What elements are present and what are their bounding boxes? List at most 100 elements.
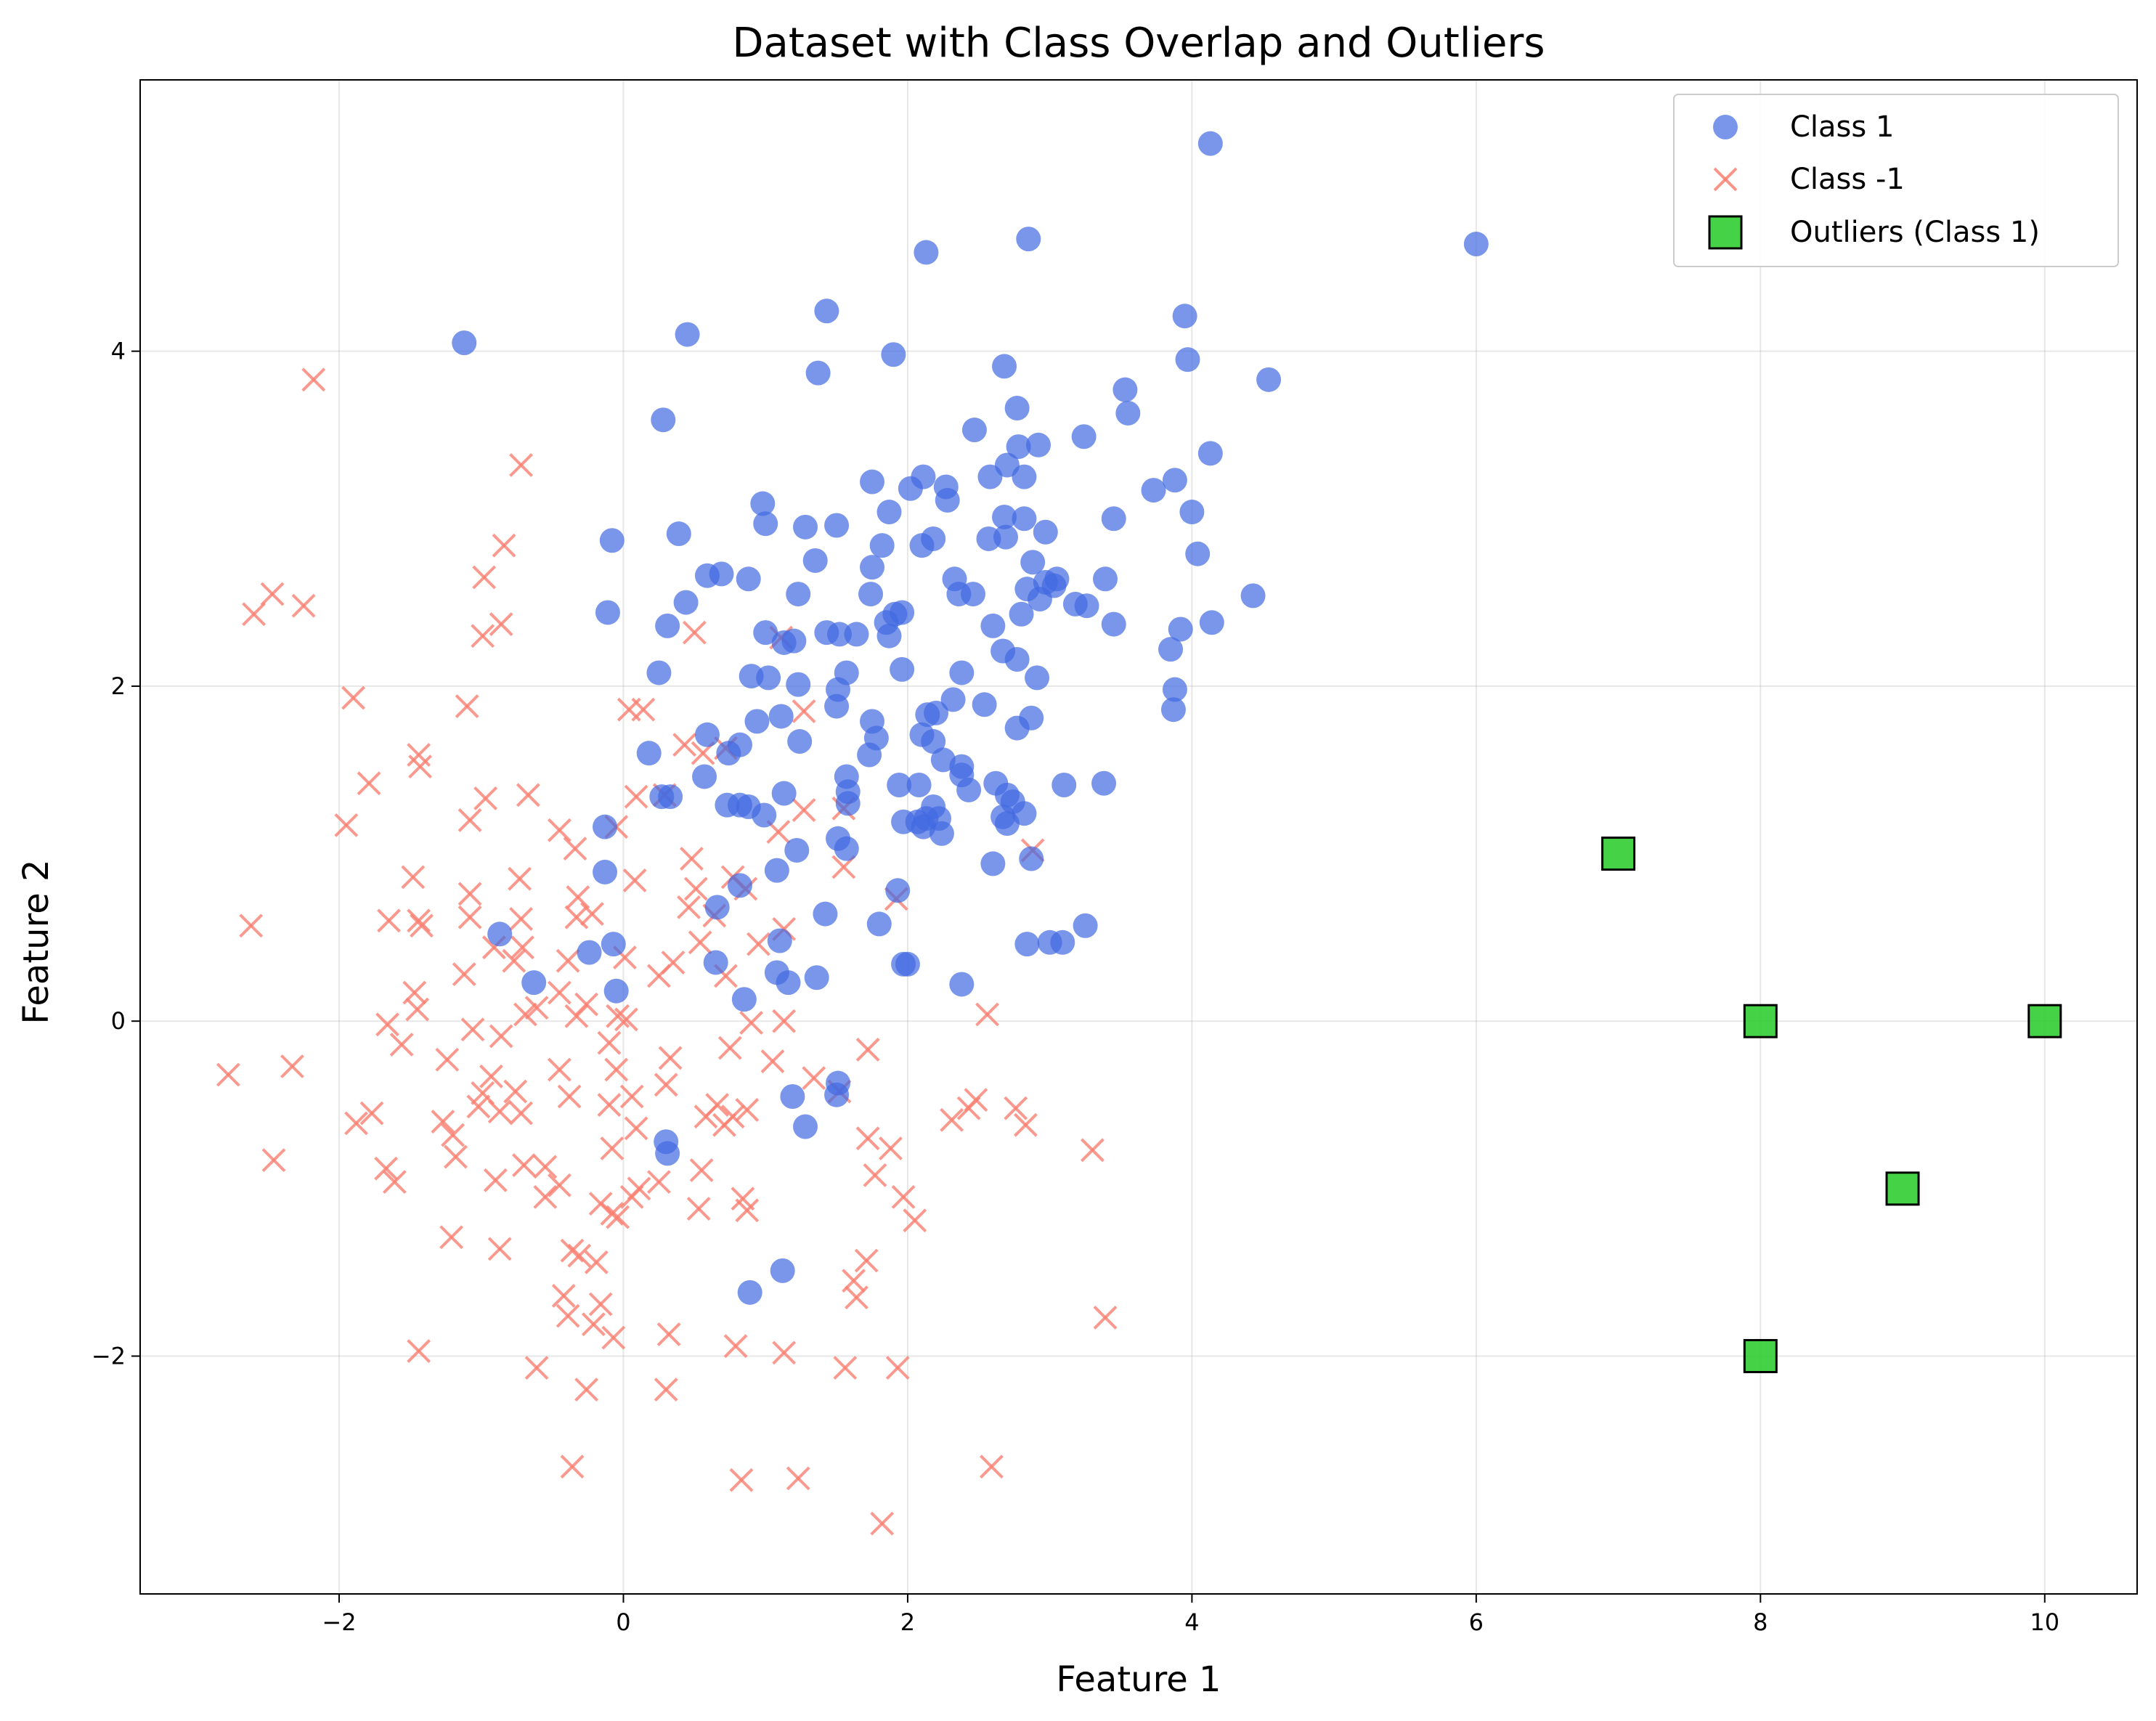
data-point-class-neg1: [471, 624, 495, 648]
y-tick-label: −2: [91, 1342, 126, 1370]
y-axis-label: Feature 2: [16, 859, 57, 1024]
data-point-class-neg1: [723, 1334, 748, 1359]
legend-marker-class-neg1: [1713, 167, 1738, 192]
data-point-class-neg1: [614, 1007, 638, 1032]
data-point-class-neg1: [600, 1202, 625, 1226]
data-point-class-1: [1006, 434, 1031, 460]
data-point-class-neg1: [686, 1197, 711, 1221]
data-point-class-neg1: [658, 1046, 683, 1070]
data-point-class-1: [834, 836, 859, 861]
data-point-class-neg1: [457, 808, 482, 832]
data-point-class-1: [1112, 377, 1138, 402]
data-point-class-neg1: [435, 1047, 460, 1072]
data-point-class-1: [709, 561, 734, 587]
data-point-class-1: [1158, 637, 1184, 662]
data-point-class-neg1: [509, 1101, 533, 1126]
data-point-outlier: [1743, 1004, 1778, 1038]
data-point-class-1: [768, 704, 794, 729]
data-point-class-neg1: [487, 1099, 512, 1124]
data-point-class-1: [1074, 593, 1099, 619]
data-point-class-neg1: [455, 694, 479, 719]
data-point-class-neg1: [1080, 1138, 1105, 1163]
data-point-class-1: [1004, 715, 1030, 741]
data-point-class-1: [890, 656, 915, 682]
legend: Class 1 Class -1 Outliers (Class 1): [1673, 94, 2119, 267]
data-point-class-neg1: [1013, 1112, 1038, 1137]
data-point-class-1: [1016, 227, 1041, 252]
data-point-class-neg1: [389, 1033, 414, 1057]
data-point-class-1: [784, 837, 810, 863]
data-point-class-1: [1026, 432, 1051, 457]
data-point-class-1: [658, 784, 683, 810]
data-point-class-1: [972, 692, 997, 717]
data-point-class-neg1: [677, 895, 701, 919]
x-axis-label: Feature 1: [1056, 1659, 1221, 1700]
data-point-class-1: [1012, 506, 1037, 532]
legend-box: [1673, 94, 2119, 267]
data-point-class-neg1: [717, 1036, 742, 1060]
x-tick-label: 4: [1184, 1608, 1199, 1636]
chart-title: Dataset with Class Overlap and Outliers: [732, 20, 1545, 67]
data-point-class-neg1: [772, 1009, 797, 1033]
x-tick-label: 10: [2030, 1608, 2059, 1636]
data-point-class-1: [1071, 424, 1097, 449]
data-point-class-neg1: [502, 948, 526, 973]
data-point-class-1: [1051, 773, 1077, 798]
data-point-class-1: [752, 802, 777, 828]
data-point-class-1: [804, 965, 829, 990]
data-point-class-1: [767, 928, 792, 953]
data-point-class-neg1: [646, 1170, 671, 1195]
data-point-class-neg1: [567, 1243, 592, 1268]
data-point-class-1: [824, 513, 850, 538]
data-point-class-1: [960, 582, 985, 607]
data-point-class-1: [1256, 367, 1282, 392]
data-point-class-neg1: [508, 866, 532, 891]
data-point-class-1: [1050, 929, 1075, 955]
data-point-class-neg1: [547, 980, 571, 1005]
data-point-class-1: [776, 970, 801, 996]
data-point-class-1: [764, 858, 789, 883]
data-point-class-1: [898, 476, 923, 501]
data-point-class-1: [593, 814, 618, 839]
data-point-class-neg1: [556, 1303, 580, 1328]
grid: [140, 80, 2137, 1594]
data-point-class-neg1: [654, 1378, 678, 1402]
data-point-class-1: [1033, 519, 1058, 545]
data-point-class-1: [756, 665, 781, 691]
data-point-class-1: [727, 873, 752, 898]
data-point-class-neg1: [509, 453, 533, 477]
data-point-class-neg1: [512, 1153, 536, 1177]
data-point-class-neg1: [457, 882, 482, 906]
data-point-class-1: [1463, 232, 1489, 257]
y-tick-label: 0: [111, 1007, 126, 1035]
data-point-class-neg1: [547, 818, 571, 842]
data-point-class-neg1: [280, 1054, 304, 1078]
data-point-class-1: [692, 764, 717, 789]
data-point-class-1: [805, 360, 831, 386]
data-point-class-1: [1027, 586, 1052, 611]
data-point-class-neg1: [524, 996, 549, 1020]
data-point-class-1: [731, 987, 757, 1012]
data-point-class-1: [1020, 550, 1046, 575]
data-point-class-neg1: [261, 1148, 286, 1173]
data-point-class-neg1: [334, 813, 359, 837]
data-point-class-1: [770, 1258, 795, 1283]
data-point-class-neg1: [833, 1356, 858, 1380]
data-point-class-neg1: [466, 1094, 491, 1119]
data-point-class-neg1: [560, 1454, 585, 1479]
data-point-class-1: [786, 582, 811, 607]
data-point-class-neg1: [489, 1024, 513, 1049]
data-point-class-1: [826, 622, 852, 647]
data-point-class-neg1: [516, 783, 540, 807]
data-point-class-neg1: [786, 1466, 810, 1491]
data-point-class-1: [977, 464, 1003, 489]
data-point-class-neg1: [584, 1250, 609, 1274]
data-point-class-1: [1004, 647, 1030, 672]
data-point-class-neg1: [680, 847, 704, 871]
data-point-class-neg1: [479, 1064, 503, 1089]
data-point-class-1: [750, 491, 776, 516]
data-point-class-neg1: [344, 1111, 368, 1136]
data-point-class-1: [1019, 846, 1044, 871]
data-point-class-neg1: [510, 935, 534, 960]
data-point-class-1: [786, 672, 811, 697]
